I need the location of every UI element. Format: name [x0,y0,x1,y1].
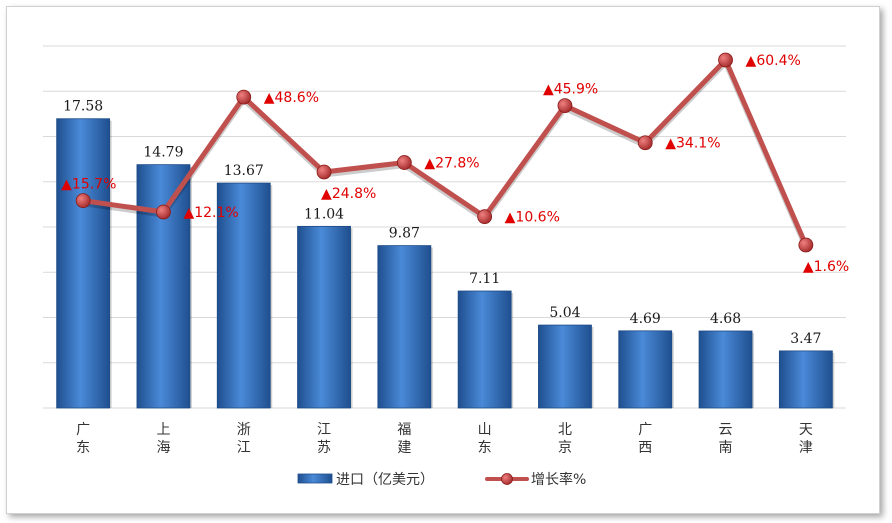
line-marker-3 [316,164,332,180]
line-marker-9 [798,237,814,253]
legend: 进口（亿美元） 增长率% [297,471,586,488]
bar-value-label: 5.04 [549,305,580,321]
line-marker-5 [477,209,493,225]
bar-value-label: 3.47 [790,331,821,347]
bar-5 [457,290,512,409]
line-marker-4 [396,155,412,170]
growth-value-label: ▲48.6% [264,90,319,106]
legend-label-bar: 进口（亿美元） [336,472,434,488]
category-label: 广东 [76,422,90,456]
growth-value-label: ▲10.6% [505,210,560,226]
category-label: 上海 [156,422,170,456]
bar-value-label: 13.67 [224,163,264,179]
bar-value-label: 9.87 [389,226,420,242]
category-label: 山东 [478,422,492,456]
bar-6 [538,324,592,409]
bar-1 [136,164,191,409]
data-labels: 17.58 14.79 13.67 11.04 9.87 7.11 5.04 4.69 4.68… [61,53,849,347]
bar-9 [778,350,833,409]
growth-value-label: ▲1.6% [803,259,849,275]
category-label: 广西 [638,422,652,456]
legend-swatch-marker [501,473,513,485]
growth-value-label: ▲60.4% [746,53,801,69]
growth-value-label: ▲15.7% [61,177,116,193]
bar-value-label: 7.11 [469,271,500,287]
bar-value-label: 14.79 [143,145,183,161]
line-series [75,52,814,253]
bar-7 [618,330,673,409]
bar-8 [698,330,753,409]
bar-value-label: 4.68 [710,311,741,327]
bar-3 [297,225,351,409]
bar-0 [56,118,111,409]
line-marker-2 [236,89,252,105]
bar-series [56,118,835,409]
growth-value-label: ▲45.9% [543,82,598,98]
bar-value-label: 11.04 [304,206,344,222]
growth-value-label: ▲12.1% [183,205,238,221]
legend-label-line: 增长率% [531,471,586,488]
bar-4 [377,245,432,409]
line-marker-6 [557,98,573,114]
legend-swatch-bar [297,473,333,484]
growth-value-label: ▲24.8% [321,186,376,202]
line-marker-8 [718,52,733,68]
line-marker-0 [75,193,91,209]
bar-value-label: 4.69 [630,311,661,327]
category-label: 天津 [799,422,813,456]
category-label: 浙江 [237,422,251,456]
line-marker-1 [156,204,171,220]
category-axis: 广东 上海 浙江 江苏 福建 山东 北京 广西 云南 天津 [76,422,813,456]
bar-2 [216,182,271,409]
growth-line [82,57,809,246]
line-marker-7 [637,135,653,151]
category-label: 江苏 [317,422,331,456]
category-label: 云南 [719,422,733,456]
growth-value-label: ▲27.8% [424,156,479,172]
bar-value-label: 17.58 [63,99,103,115]
category-label: 北京 [558,422,572,456]
category-label: 福建 [397,422,411,456]
growth-value-label: ▲34.1% [665,136,720,152]
